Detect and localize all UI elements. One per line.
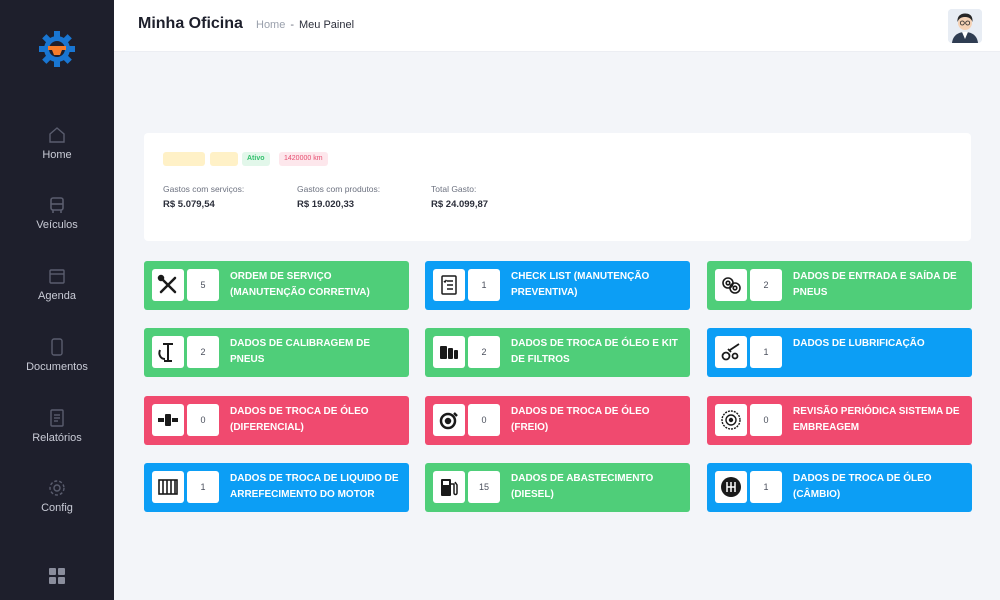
report-icon (50, 409, 64, 427)
stat-services: Gastos com serviços: R$ 5.079,54 (163, 184, 244, 210)
logo-gear-icon[interactable] (37, 29, 77, 69)
user-avatar-icon (948, 9, 982, 43)
tile-label: Dados de Troca de Óleo (Diferencial) (230, 406, 369, 433)
tile-label: Ordem de Serviço (Manutenção Corretiva) (230, 271, 370, 298)
plate-badge (163, 152, 205, 166)
tile-count: 2 (468, 336, 500, 368)
tile-label: Revisão Periódica Sistema de Embreagem (793, 406, 960, 433)
breadcrumb-separator: - (290, 19, 295, 31)
gear-icon (49, 480, 65, 496)
vehicle-summary-card: Ativo 1420000 km Gastos com serviços: R$… (144, 133, 971, 241)
tile-ordem-servico[interactable]: 5 Ordem de Serviço (Manutenção Corretiva… (144, 261, 409, 310)
lubrication-icon (715, 336, 747, 368)
top-bar: Minha Oficina Home - Meu Painel (114, 0, 1000, 52)
stat-label: Gastos com produtos: (297, 184, 381, 194)
tile-troca-oleo-cambio[interactable]: 1 Dados de Troca de Óleo (Câmbio) (707, 463, 972, 512)
sidebar-item-label: Documentos (26, 361, 88, 373)
tile-calibragem-pneus[interactable]: 2 Dados de Calibragem de Pneus (144, 328, 409, 377)
tile-troca-oleo-diferencial[interactable]: 0 Dados de Troca de Óleo (Diferencial) (144, 396, 409, 445)
page-title: Minha Oficina (138, 15, 243, 32)
breadcrumb-home-link[interactable]: Home (256, 19, 286, 31)
home-icon (49, 127, 65, 143)
sidebar: Home Veículos Agenda Documentos Relatóri… (0, 0, 114, 600)
tile-count: 5 (187, 269, 219, 301)
differential-icon (152, 404, 184, 436)
tile-count: 0 (187, 404, 219, 436)
tile-troca-oleo-freio[interactable]: 0 Dados de Troca de Óleo (Freio) (425, 396, 690, 445)
sidebar-item-home[interactable]: Home (0, 125, 114, 185)
tire-pump-icon (152, 336, 184, 368)
mileage-badge: 1420000 km (279, 152, 328, 166)
sidebar-item-documentos[interactable]: Documentos (0, 337, 114, 397)
tile-count: 1 (187, 471, 219, 503)
tires-icon (715, 269, 747, 301)
oil-filters-icon (433, 336, 465, 368)
status-badge: Ativo (242, 152, 270, 166)
stat-label: Total Gasto: (431, 184, 477, 194)
fuel-pump-icon (433, 471, 465, 503)
tile-label: Dados de Troca de Liquido de Arrefecimen… (230, 473, 399, 500)
tile-check-list[interactable]: 1 Check List (Manutenção Preventiva) (425, 261, 690, 310)
sidebar-item-label: Relatórios (32, 432, 82, 444)
checklist-icon (433, 269, 465, 301)
calendar-icon (49, 269, 65, 284)
bus-icon (50, 197, 64, 213)
tile-count: 2 (187, 336, 219, 368)
tile-label: Dados de Entrada e Saída de Pneus (793, 271, 957, 298)
radiator-icon (152, 471, 184, 503)
grid-icon[interactable] (48, 567, 66, 585)
sidebar-item-relatorios[interactable]: Relatórios (0, 408, 114, 468)
tile-abastecimento-diesel[interactable]: 15 Dados de Abastecimento (Diesel) (425, 463, 690, 512)
tools-icon (152, 269, 184, 301)
tile-count: 1 (750, 471, 782, 503)
tile-label: Dados de Troca de Óleo (Câmbio) (793, 473, 932, 500)
clutch-icon (715, 404, 747, 436)
sidebar-item-config[interactable]: Config (0, 478, 114, 538)
tile-liquido-arrefecimento[interactable]: 1 Dados de Troca de Liquido de Arrefecim… (144, 463, 409, 512)
sidebar-item-label: Veículos (36, 219, 78, 231)
brake-icon (433, 404, 465, 436)
tile-label: Dados de Troca de Óleo (Freio) (511, 406, 650, 433)
avatar[interactable] (948, 9, 982, 43)
tile-count: 1 (468, 269, 500, 301)
tile-label: Dados de Calibragem de Pneus (230, 338, 371, 365)
sidebar-item-veiculos[interactable]: Veículos (0, 195, 114, 255)
sidebar-item-label: Agenda (38, 290, 76, 302)
tile-entrada-saida-pneus[interactable]: 2 Dados de Entrada e Saída de Pneus (707, 261, 972, 310)
tile-troca-oleo-filtros[interactable]: 2 Dados de Troca de Óleo e Kit de Filtro… (425, 328, 690, 377)
tile-count: 1 (750, 336, 782, 368)
tile-lubrificacao[interactable]: 1 Dados de Lubrificação (707, 328, 972, 377)
model-badge (210, 152, 238, 166)
stat-total: Total Gasto: R$ 24.099,87 (431, 184, 488, 210)
stat-value: R$ 19.020,33 (297, 199, 355, 210)
sidebar-item-label: Home (42, 149, 72, 161)
tile-count: 15 (468, 471, 500, 503)
tile-count: 0 (750, 404, 782, 436)
tile-label: Dados de Troca de Óleo e Kit de Filtros (511, 338, 678, 365)
tile-count: 0 (468, 404, 500, 436)
tile-label: Dados de Abastecimento (Diesel) (511, 473, 654, 500)
document-icon (51, 338, 63, 356)
stat-value: R$ 5.079,54 (163, 199, 215, 210)
sidebar-item-agenda[interactable]: Agenda (0, 266, 114, 326)
stat-label: Gastos com serviços: (163, 184, 245, 194)
breadcrumb: Home - Meu Painel (256, 19, 354, 31)
sidebar-item-label: Config (41, 502, 73, 514)
gearbox-icon (715, 471, 747, 503)
breadcrumb-current: Meu Painel (299, 19, 355, 31)
tile-count: 2 (750, 269, 782, 301)
stat-products: Gastos com produtos: R$ 19.020,33 (297, 184, 380, 210)
stat-value: R$ 24.099,87 (431, 199, 489, 210)
tile-revisao-embreagem[interactable]: 0 Revisão Periódica Sistema de Embreagem (707, 396, 972, 445)
tile-label: Dados de Lubrificação (793, 338, 925, 349)
tile-label: Check List (Manutenção Preventiva) (511, 271, 650, 298)
